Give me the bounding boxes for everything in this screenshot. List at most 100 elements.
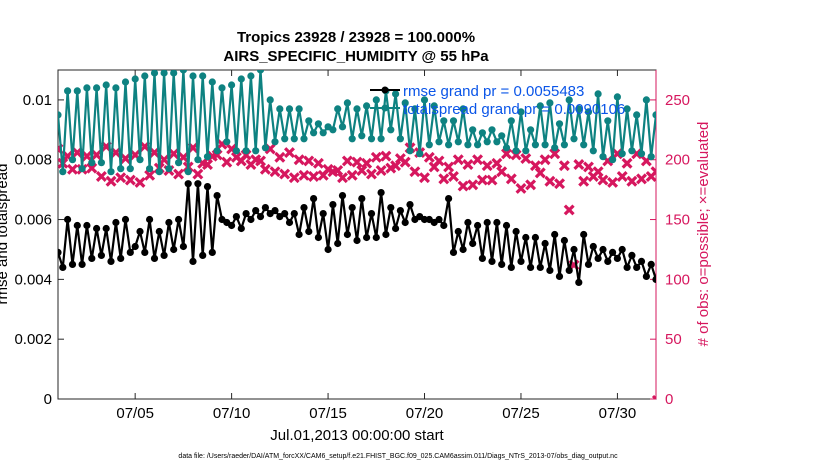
series-rmse-point: [256, 213, 265, 221]
series-rmse-point: [107, 257, 115, 265]
series-obs-point: [520, 153, 532, 164]
y-left-tick-label: 0.002: [14, 331, 52, 348]
series-totalspread-point: [570, 135, 578, 143]
series-obs-point: [293, 154, 305, 166]
series-totalspread-point: [589, 147, 597, 155]
series-totalspread: [58, 70, 656, 176]
series-rmse-point: [155, 227, 163, 236]
series-rmse-point: [136, 227, 144, 236]
series-obs-point: [419, 172, 430, 184]
series-totalspread-point: [165, 165, 173, 173]
series-totalspread-point: [604, 117, 612, 125]
series-totalspread-point: [218, 84, 226, 92]
series-obs-point: [187, 142, 199, 154]
series-totalspread-point: [237, 75, 245, 83]
series-obs-point: [158, 154, 170, 166]
series-obs-point: [356, 165, 368, 176]
series-rmse-point: [319, 210, 327, 218]
series-obs-point: [529, 160, 541, 172]
series-totalspread-point: [290, 135, 298, 143]
series-obs-point: [173, 168, 185, 180]
series-rmse-point: [343, 230, 351, 239]
series-totalspread-point: [565, 96, 573, 104]
series-obs-point: [303, 155, 315, 167]
series-totalspread-point: [416, 150, 424, 158]
series-obs-point: [288, 172, 300, 184]
series-rmse-point: [372, 233, 380, 242]
series-totalspread-point: [647, 153, 655, 161]
series-rmse-point: [546, 266, 554, 274]
series-rmse-point: [502, 221, 511, 230]
x-tick-label: 07/05: [116, 405, 154, 422]
series-rmse-point: [310, 195, 318, 203]
series-totalspread-point: [459, 105, 467, 113]
series-rmse-point: [348, 204, 356, 212]
series-totalspread-point: [338, 123, 347, 131]
series-rmse-point: [83, 221, 91, 230]
y-axis-left: 0 0.002 0.004 0.006 0.008 0.01: [14, 92, 64, 408]
series-rmse-point: [555, 272, 564, 280]
series-totalspread-point: [618, 150, 626, 158]
series-totalspread-point: [367, 135, 376, 143]
series-totalspread-point: [184, 168, 192, 176]
x-axis: 07/05 07/10 07/15 07/20 07/25 07/30: [116, 70, 636, 422]
obs-zero-marker: [651, 394, 656, 399]
series-rmse-point: [613, 254, 622, 262]
series-totalspread-point: [146, 165, 154, 173]
y-axis-right: 0 50 100 150 200 250: [650, 70, 690, 408]
series-obs-point: [597, 174, 609, 186]
series-rmse-line: [58, 182, 656, 284]
series-rmse-point: [633, 263, 641, 271]
series-rmse-point: [401, 218, 409, 227]
series-rmse-point: [73, 221, 81, 230]
x-tick-label: 07/15: [309, 405, 347, 422]
series-obs-point: [626, 175, 638, 187]
series-totalspread-point: [387, 126, 395, 134]
series-totalspread-point: [117, 165, 125, 173]
series-totalspread-point: [213, 147, 221, 155]
series-totalspread-point: [160, 70, 168, 77]
series-totalspread-point: [242, 147, 250, 155]
series-totalspread-point: [469, 126, 477, 134]
series-rmse-point: [445, 195, 453, 203]
series-totalspread-point: [343, 99, 351, 107]
series-obs-point: [341, 155, 353, 167]
series-obs-point: [337, 172, 348, 184]
series-totalspread-point: [580, 141, 588, 149]
series-rmse-point: [150, 254, 159, 262]
series-totalspread-point: [363, 102, 371, 110]
series-obs-point: [501, 148, 512, 160]
series-totalspread-point: [271, 138, 279, 146]
series-obs-point: [563, 204, 575, 216]
series-totalspread-point: [642, 96, 651, 104]
legend-totalspread-label: totalspread grand pr = 0.0090106: [403, 101, 625, 118]
series-rmse-point: [527, 263, 535, 271]
series-totalspread-point: [261, 144, 269, 152]
series-obs-point: [259, 163, 271, 175]
y-left-tick-label: 0.01: [23, 92, 52, 109]
series-rmse-point: [377, 189, 385, 197]
series-obs-point: [255, 155, 267, 167]
series-rmse-point: [131, 242, 139, 251]
series-totalspread-point: [430, 102, 438, 110]
series-rmse-point: [232, 213, 240, 221]
series-rmse-point: [541, 239, 549, 248]
series-totalspread-point: [396, 135, 404, 143]
series-rmse-point: [599, 245, 607, 254]
series-obs-point: [124, 174, 136, 186]
series-totalspread-point: [228, 81, 236, 89]
series-rmse-point: [203, 183, 212, 191]
series-rmse-point: [570, 245, 578, 254]
series-totalspread-point: [628, 147, 636, 155]
series-obs-point: [332, 165, 344, 176]
series-obs-point: [129, 149, 141, 161]
series-rmse-point: [440, 221, 448, 230]
series-rmse-point: [406, 201, 414, 209]
y-left-tick-label: 0: [44, 391, 52, 408]
series-obs-point: [370, 151, 382, 163]
series-rmse-point: [189, 257, 197, 265]
series-totalspread-point: [107, 168, 115, 176]
series-totalspread-point: [281, 135, 289, 143]
series-rmse-point: [102, 224, 110, 233]
x-tick-label: 07/25: [502, 405, 540, 422]
